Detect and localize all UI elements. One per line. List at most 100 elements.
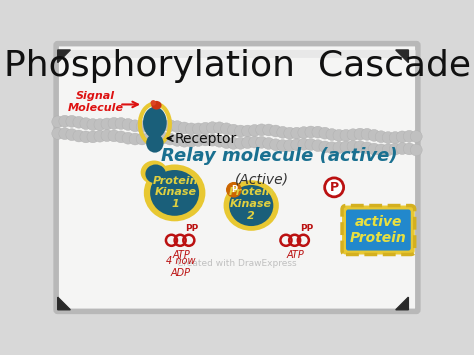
Circle shape (178, 122, 190, 134)
Circle shape (235, 137, 246, 149)
Text: Phosphorylation  Cascade: Phosphorylation Cascade (3, 49, 471, 83)
Circle shape (249, 125, 261, 136)
Circle shape (368, 130, 380, 141)
Circle shape (305, 138, 317, 151)
FancyBboxPatch shape (58, 50, 416, 58)
Circle shape (185, 123, 197, 135)
Circle shape (171, 135, 183, 146)
Circle shape (143, 121, 155, 133)
Circle shape (375, 144, 387, 156)
FancyBboxPatch shape (346, 209, 411, 251)
Circle shape (410, 131, 422, 142)
Circle shape (284, 140, 296, 151)
Circle shape (207, 122, 219, 133)
Circle shape (136, 133, 148, 145)
Circle shape (228, 124, 239, 136)
Circle shape (255, 124, 267, 136)
Text: ATP: ATP (287, 250, 304, 260)
Circle shape (263, 137, 274, 149)
Circle shape (354, 128, 366, 140)
Circle shape (389, 132, 401, 143)
Circle shape (242, 125, 254, 137)
Circle shape (410, 144, 422, 156)
Circle shape (347, 129, 359, 141)
Circle shape (73, 130, 85, 142)
Circle shape (157, 132, 169, 144)
Circle shape (213, 122, 225, 134)
Circle shape (333, 142, 345, 153)
Circle shape (122, 132, 134, 144)
Circle shape (164, 133, 176, 145)
Circle shape (185, 135, 197, 147)
Circle shape (333, 130, 345, 141)
Circle shape (213, 135, 225, 147)
Circle shape (375, 131, 387, 143)
Circle shape (122, 119, 134, 130)
Circle shape (129, 133, 141, 145)
Circle shape (284, 127, 296, 139)
Text: active
Protein: active Protein (350, 215, 407, 245)
Text: Signal
Molecule: Signal Molecule (68, 91, 124, 113)
Circle shape (277, 140, 289, 152)
Text: PP: PP (185, 224, 199, 233)
Circle shape (382, 132, 394, 143)
Circle shape (108, 118, 120, 129)
Circle shape (164, 120, 176, 132)
Circle shape (326, 142, 338, 154)
FancyBboxPatch shape (56, 44, 418, 311)
Circle shape (368, 143, 380, 155)
Circle shape (87, 119, 99, 130)
Circle shape (101, 130, 113, 142)
Circle shape (227, 182, 241, 197)
Circle shape (171, 121, 183, 132)
Text: P: P (231, 185, 237, 194)
Polygon shape (58, 50, 70, 62)
Circle shape (66, 115, 78, 127)
Circle shape (129, 120, 141, 132)
Ellipse shape (224, 180, 279, 231)
Circle shape (312, 126, 324, 138)
Ellipse shape (144, 164, 205, 221)
Polygon shape (396, 297, 409, 310)
Ellipse shape (150, 170, 199, 216)
Ellipse shape (141, 160, 167, 184)
Text: PP: PP (300, 224, 313, 233)
Text: Protein
Kinase
2: Protein Kinase 2 (228, 187, 274, 220)
Circle shape (326, 129, 338, 141)
Circle shape (80, 118, 92, 130)
Ellipse shape (151, 101, 162, 110)
Circle shape (382, 144, 394, 156)
Circle shape (389, 143, 401, 155)
Circle shape (150, 132, 162, 144)
Circle shape (59, 128, 71, 140)
Ellipse shape (146, 134, 164, 153)
Circle shape (354, 141, 366, 153)
Circle shape (80, 131, 92, 143)
FancyBboxPatch shape (342, 206, 415, 255)
Circle shape (242, 137, 254, 148)
Circle shape (263, 124, 274, 136)
Circle shape (94, 119, 106, 131)
Text: Protein
Kinase
1: Protein Kinase 1 (153, 175, 198, 209)
Circle shape (157, 120, 169, 131)
Text: ATP: ATP (172, 250, 190, 260)
Circle shape (298, 138, 310, 150)
Circle shape (228, 137, 239, 149)
Circle shape (277, 126, 289, 138)
Circle shape (255, 136, 267, 148)
Circle shape (340, 130, 352, 141)
Circle shape (319, 127, 331, 139)
Circle shape (298, 127, 310, 138)
Circle shape (108, 130, 120, 142)
Circle shape (94, 130, 106, 142)
Circle shape (396, 143, 408, 154)
Circle shape (115, 131, 127, 143)
Circle shape (192, 135, 204, 146)
Circle shape (59, 115, 71, 127)
Text: Created with DrawExpress: Created with DrawExpress (177, 260, 297, 268)
Ellipse shape (229, 185, 273, 226)
Ellipse shape (146, 164, 166, 184)
Circle shape (73, 116, 85, 128)
Circle shape (207, 134, 219, 146)
Circle shape (87, 131, 99, 143)
